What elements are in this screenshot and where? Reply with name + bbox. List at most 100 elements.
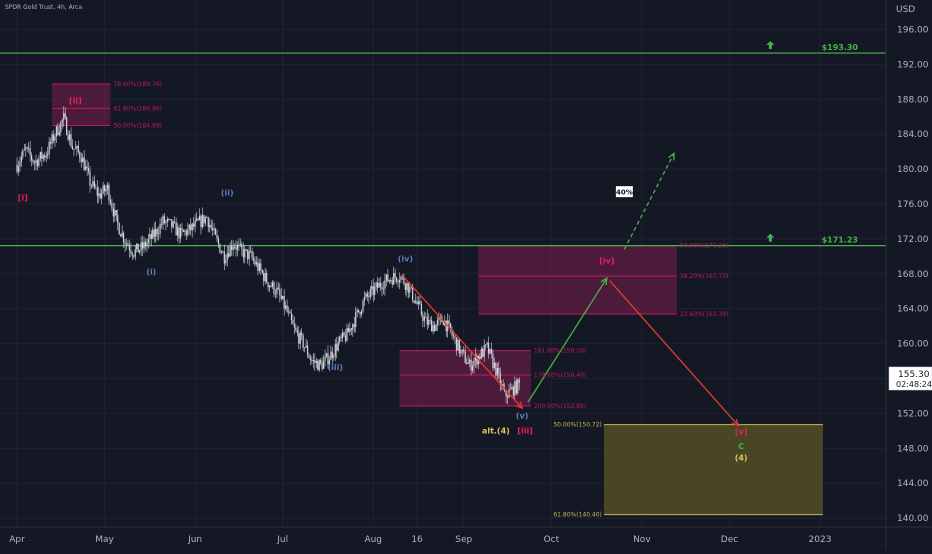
wave-label: [i] [18,194,28,203]
candle-body [150,234,152,239]
wave-label: (4) [735,454,748,463]
candle-body [382,288,385,290]
candle-body [163,216,166,224]
candle-body [467,362,469,364]
candle-body [131,253,133,256]
candle-body [247,249,249,260]
wave-label: alt.(4) [482,426,510,435]
candle-body [174,221,176,223]
fib-level-label: 61.80%(186.96) [113,105,162,112]
candle-body [295,327,297,331]
candle-body [452,335,455,337]
candle-body [428,319,430,325]
candle-body [77,146,79,153]
candle-body [368,296,370,298]
candle-body [346,327,348,341]
candle-body [141,242,144,249]
candle-body [343,332,345,336]
candle-body [242,249,244,258]
candle-body [360,311,363,315]
candle-body [232,246,234,251]
candle-body [165,221,167,224]
candle-body [111,203,113,209]
candle-body [286,305,288,312]
candle-body [325,353,328,357]
candle-body [492,353,494,368]
candle-body [517,379,519,394]
candle-body [140,242,142,251]
candle-body [341,332,344,338]
y-tick-label: 160.00 [897,340,929,350]
candle-body [293,324,295,328]
candle-body [146,242,148,247]
candle-body [231,245,233,251]
candle-body [219,244,221,253]
candle-body [358,309,360,313]
candle-body [222,251,224,253]
arrowhead-icon [515,401,524,410]
candle-body [96,187,98,196]
up-arrow-icon [766,41,775,50]
candle-body [245,249,247,250]
wave-label: (i) [146,268,156,277]
candle-body [432,325,434,332]
candle-body [414,301,417,303]
candle-body [260,263,262,271]
fib-level-label: 23.60%(163.39) [680,311,729,318]
candle-body [22,150,24,157]
candle-body [128,245,131,251]
candle-body [79,152,81,159]
candle-body [112,208,114,217]
candle-body [264,272,266,282]
candle-body [175,222,177,236]
candle-body [388,280,390,282]
candle-body [397,281,399,283]
candle-body [435,324,437,331]
candle-body [379,282,382,287]
candle-body [276,287,278,294]
x-tick-label: Sep [455,535,472,545]
candle-body [413,300,415,303]
candle-body [122,232,125,243]
candle-body [393,273,395,285]
candle-body [95,187,97,188]
candle-body [311,359,313,361]
candle-body [350,328,352,331]
y-tick-label: 144.00 [897,479,929,489]
candle-body [197,218,199,221]
candle-body [244,249,246,258]
candle-body [160,223,163,225]
candle-body [301,332,303,336]
zone-ii [52,83,111,126]
candle-body [366,293,368,297]
candle-body [31,154,33,160]
candle-body [101,192,103,199]
candle-body [485,344,487,346]
candle-body [194,220,196,227]
candle-body [304,347,306,349]
candle-body [23,149,25,151]
candle-body [450,323,452,331]
candle-body [158,233,160,235]
candle-body [49,141,52,144]
y-tick-label: 164.00 [897,305,929,315]
candle-body [178,227,180,239]
candle-body [476,355,478,365]
candle-body [267,282,269,288]
candle-body [314,360,316,364]
candle-body [108,184,110,201]
candle-body [474,355,477,361]
candle-body [493,362,496,368]
candle-body [16,164,18,172]
candle-body [203,214,205,224]
symbol-title: SPDR Gold Trust, 4h, Arca [5,4,82,11]
candle-body [460,349,462,354]
candle-body [390,279,392,281]
probability-badge [614,185,634,199]
candle-body [177,227,179,236]
candle-body [328,359,331,365]
wave-label: [v] [735,427,748,436]
candle-body [198,215,201,221]
